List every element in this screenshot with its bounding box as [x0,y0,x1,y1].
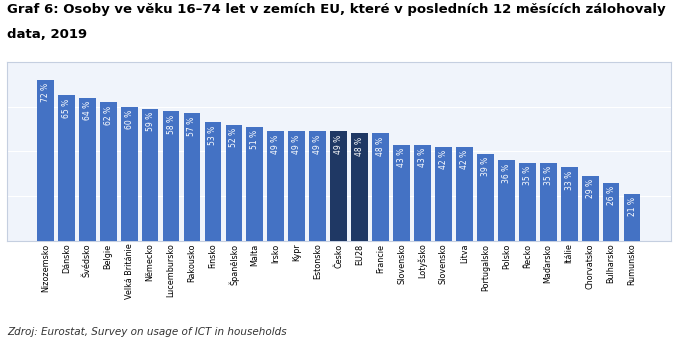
Text: 42 %: 42 % [460,150,469,169]
Text: 49 %: 49 % [313,135,322,154]
Text: 72 %: 72 % [41,83,50,102]
Bar [37,80,54,241]
Bar [226,125,242,241]
Text: 62 %: 62 % [104,106,113,125]
Bar [414,145,431,241]
Bar [142,109,158,241]
Text: 64 %: 64 % [83,101,92,120]
Text: data, 2019: data, 2019 [7,28,87,41]
Bar [79,98,96,241]
Bar [393,145,410,241]
Bar [540,163,557,241]
Bar [582,176,599,241]
Bar [477,153,494,241]
Text: 35 %: 35 % [544,166,553,185]
Text: 49 %: 49 % [334,135,343,154]
Text: 60 %: 60 % [125,110,133,129]
Text: 26 %: 26 % [607,186,615,205]
Bar [603,183,619,241]
Text: 57 %: 57 % [187,117,197,136]
Bar [498,160,515,241]
Text: 39 %: 39 % [481,157,490,176]
Bar [372,133,389,241]
Bar [623,194,640,241]
Bar [58,96,75,241]
Bar [247,127,264,241]
Bar [561,167,578,241]
Bar [330,131,347,241]
Text: 49 %: 49 % [293,135,301,154]
Bar [288,131,305,241]
Text: 42 %: 42 % [439,150,448,169]
Text: 52 %: 52 % [229,128,239,147]
Text: 51 %: 51 % [250,130,259,149]
Bar [162,111,179,241]
Text: 29 %: 29 % [586,179,594,198]
Text: Zdroj: Eurostat, Survey on usage of ICT in households: Zdroj: Eurostat, Survey on usage of ICT … [7,327,286,337]
Text: 21 %: 21 % [627,197,636,216]
Text: 49 %: 49 % [272,135,280,154]
Text: 65 %: 65 % [62,99,71,118]
Text: 58 %: 58 % [166,115,175,133]
Bar [100,102,117,241]
Bar [435,147,452,241]
Bar [456,147,472,241]
Bar [183,114,200,241]
Text: 35 %: 35 % [523,166,532,185]
Bar [309,131,326,241]
Text: 53 %: 53 % [208,126,218,145]
Bar [205,122,221,241]
Text: 48 %: 48 % [376,137,385,156]
Text: Graf 6: Osoby ve věku 16–74 let v zemích EU, které v posledních 12 měsících zálo: Graf 6: Osoby ve věku 16–74 let v zemích… [7,3,665,17]
Text: 43 %: 43 % [418,148,427,167]
Text: 59 %: 59 % [146,112,154,131]
Text: 36 %: 36 % [502,164,511,183]
Bar [519,163,536,241]
Bar [121,107,137,241]
Text: 33 %: 33 % [565,170,574,190]
Text: 48 %: 48 % [355,137,364,156]
Text: 43 %: 43 % [397,148,406,167]
Bar [351,133,368,241]
Bar [268,131,284,241]
